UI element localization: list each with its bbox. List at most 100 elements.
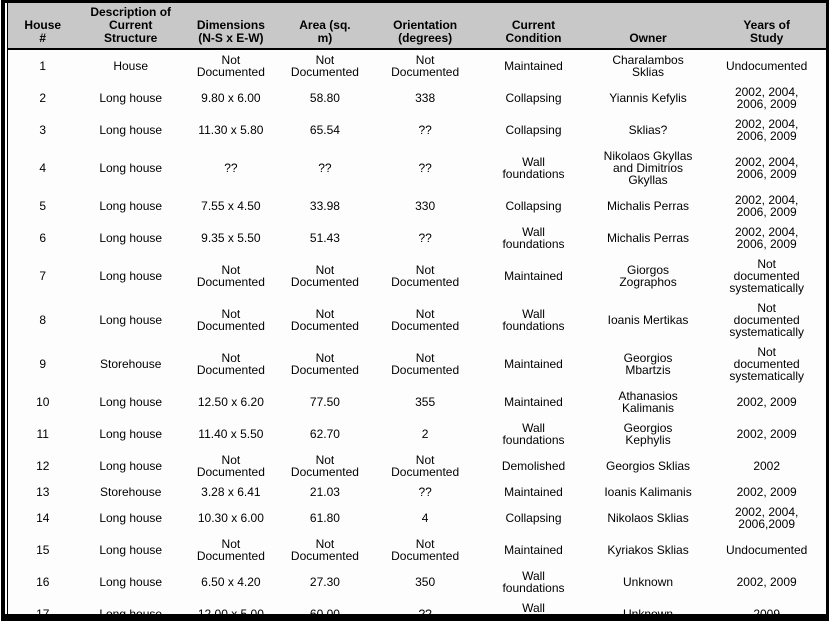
table-row: 9 Storehouse Not Documented Not Document… bbox=[8, 342, 826, 386]
cell-condition: Wall foundations bbox=[502, 307, 565, 333]
cell-owner: Kyriakos Sklias bbox=[607, 543, 689, 557]
cell-house-number: 13 bbox=[36, 485, 50, 499]
cell-condition: Collapsing bbox=[505, 123, 562, 137]
cell-description: Long house bbox=[99, 607, 163, 614]
table-header: House # Description of Current Structure… bbox=[8, 3, 826, 50]
cell-house-number: 3 bbox=[39, 123, 47, 137]
cell-house-number: 15 bbox=[36, 543, 50, 557]
cell-owner: Athanasios Kalimanis bbox=[618, 389, 678, 415]
cell-condition: Wall foundations bbox=[502, 421, 565, 447]
cell-dimensions: Not Documented bbox=[196, 263, 265, 289]
cell-years: Undocumented bbox=[725, 543, 808, 557]
cell-description: Long house bbox=[99, 575, 163, 589]
cell-orientation: Not Documented bbox=[391, 307, 460, 333]
cell-condition: Wall foundations bbox=[522, 601, 545, 614]
table-header-row: House # Description of Current Structure… bbox=[8, 3, 826, 50]
cell-description: Long house bbox=[99, 231, 163, 245]
cell-years: 2002, 2009 bbox=[736, 395, 797, 409]
cell-area: 65.54 bbox=[309, 123, 340, 137]
cell-dimensions: Not Documented bbox=[196, 453, 265, 479]
cell-area: 27.30 bbox=[309, 575, 340, 589]
cell-orientation: Not Documented bbox=[391, 453, 460, 479]
cell-owner: Nikolaos Gkyllas and Dimitrios Gkyllas bbox=[603, 149, 693, 187]
cell-area: Not Documented bbox=[290, 537, 359, 563]
cell-house-number: 12 bbox=[36, 459, 50, 473]
cell-orientation: 2 bbox=[421, 427, 429, 441]
cell-owner: Yiannis Kefylis bbox=[609, 91, 687, 105]
cell-description: Long house bbox=[99, 427, 163, 441]
cell-orientation: ?? bbox=[418, 161, 432, 175]
cell-years: 2002, 2004, 2006,2009 bbox=[734, 505, 799, 531]
cell-description: House bbox=[113, 59, 149, 73]
cell-area: 21.03 bbox=[309, 485, 340, 499]
cell-dimensions: Not Documented bbox=[196, 53, 265, 79]
cell-owner: Georgios Kephylis bbox=[623, 421, 673, 447]
table-row: 5 Long house 7.55 x 4.50 33.98 330 Colla… bbox=[8, 190, 826, 222]
cell-house-number: 10 bbox=[36, 395, 50, 409]
cell-area: 61.80 bbox=[309, 511, 340, 525]
cell-area: 77.50 bbox=[309, 395, 340, 409]
cell-dimensions: 10.30 x 6.00 bbox=[197, 511, 264, 525]
cell-house-number: 7 bbox=[39, 269, 47, 283]
cell-house-number: 14 bbox=[36, 511, 50, 525]
cell-orientation: Not Documented bbox=[391, 53, 460, 79]
cell-dimensions: 11.30 x 5.80 bbox=[198, 123, 264, 137]
col-header-house-number: House # bbox=[8, 3, 78, 50]
col-header-orientation: Orientation (degrees) bbox=[371, 3, 479, 50]
cell-house-number: 2 bbox=[39, 91, 47, 105]
cell-years: 2009 bbox=[753, 607, 781, 614]
cell-owner: Michalis Perras bbox=[607, 199, 690, 213]
cell-owner: Georgios Sklias bbox=[606, 459, 691, 473]
cell-description: Long house bbox=[99, 91, 163, 105]
cell-condition: Maintained bbox=[504, 269, 563, 283]
cell-description: Storehouse bbox=[99, 357, 162, 371]
cell-dimensions: 11.40 x 5.50 bbox=[198, 427, 264, 441]
cell-house-number: 8 bbox=[39, 313, 47, 327]
table-row: 6 Long house 9.35 x 5.50 51.43 ?? Wall f… bbox=[8, 222, 826, 254]
col-header-condition: Current Condition bbox=[478, 3, 589, 50]
cell-area: ?? bbox=[318, 161, 332, 175]
cell-house-number: 9 bbox=[39, 357, 47, 371]
cell-owner: Ioanis Mertikas bbox=[607, 313, 689, 327]
cell-condition: Maintained bbox=[504, 485, 563, 499]
cell-area: Not Documented bbox=[290, 351, 359, 377]
table-row: 14 Long house 10.30 x 6.00 61.80 4 Colla… bbox=[8, 502, 826, 534]
cell-house-number: 16 bbox=[36, 575, 50, 589]
cell-dimensions: 7.55 x 4.50 bbox=[201, 199, 261, 213]
cell-owner: Georgios Mbartzis bbox=[623, 351, 673, 377]
cell-condition: Maintained bbox=[504, 543, 563, 557]
table-row: 8 Long house Not Documented Not Document… bbox=[8, 298, 826, 342]
cell-dimensions: 9.80 x 6.00 bbox=[201, 91, 261, 105]
col-header-area: Area (sq. m) bbox=[277, 3, 372, 50]
cell-orientation: Not Documented bbox=[391, 263, 460, 289]
cell-area: 58.80 bbox=[309, 91, 340, 105]
cell-condition: Wall foundations bbox=[502, 225, 565, 251]
cell-orientation: Not Documented bbox=[391, 537, 460, 563]
cell-house-number: 1 bbox=[39, 59, 47, 73]
cell-orientation: 338 bbox=[415, 91, 436, 105]
cell-orientation: Not Documented bbox=[391, 351, 460, 377]
cell-years: 2002, 2004, 2006, 2009 bbox=[734, 85, 799, 111]
cell-condition: Maintained bbox=[504, 59, 563, 73]
table-row: 16 Long house 6.50 x 4.20 27.30 350 Wall… bbox=[8, 566, 826, 598]
cell-owner: Unknown bbox=[623, 575, 674, 589]
table-row: 7 Long house Not Documented Not Document… bbox=[8, 254, 826, 298]
cell-dimensions: 12.00 x 5.00 bbox=[197, 607, 264, 614]
cell-dimensions: 9.35 x 5.50 bbox=[201, 231, 261, 245]
table-row: 10 Long house 12.50 x 6.20 77.50 355 Mai… bbox=[8, 386, 826, 418]
table-row: 15 Long house Not Documented Not Documen… bbox=[8, 534, 826, 566]
cell-dimensions: Not Documented bbox=[196, 537, 265, 563]
col-header-owner: Owner bbox=[588, 3, 708, 50]
table-row: 1 House Not Documented Not Documented No… bbox=[8, 49, 826, 82]
cell-area: Not Documented bbox=[290, 263, 359, 289]
cell-years: Not documented systematically bbox=[729, 345, 804, 383]
cell-years: Not documented systematically bbox=[729, 257, 804, 295]
cell-area: 60.00 bbox=[309, 607, 340, 614]
cell-orientation: 4 bbox=[421, 511, 429, 525]
table-row: 11 Long house 11.40 x 5.50 62.70 2 Wall … bbox=[8, 418, 826, 450]
cell-condition: Collapsing bbox=[505, 511, 562, 525]
cell-years: 2002, 2004, 2006, 2009 bbox=[734, 155, 799, 181]
cell-years: 2002 bbox=[753, 459, 781, 473]
cell-description: Long house bbox=[99, 395, 163, 409]
